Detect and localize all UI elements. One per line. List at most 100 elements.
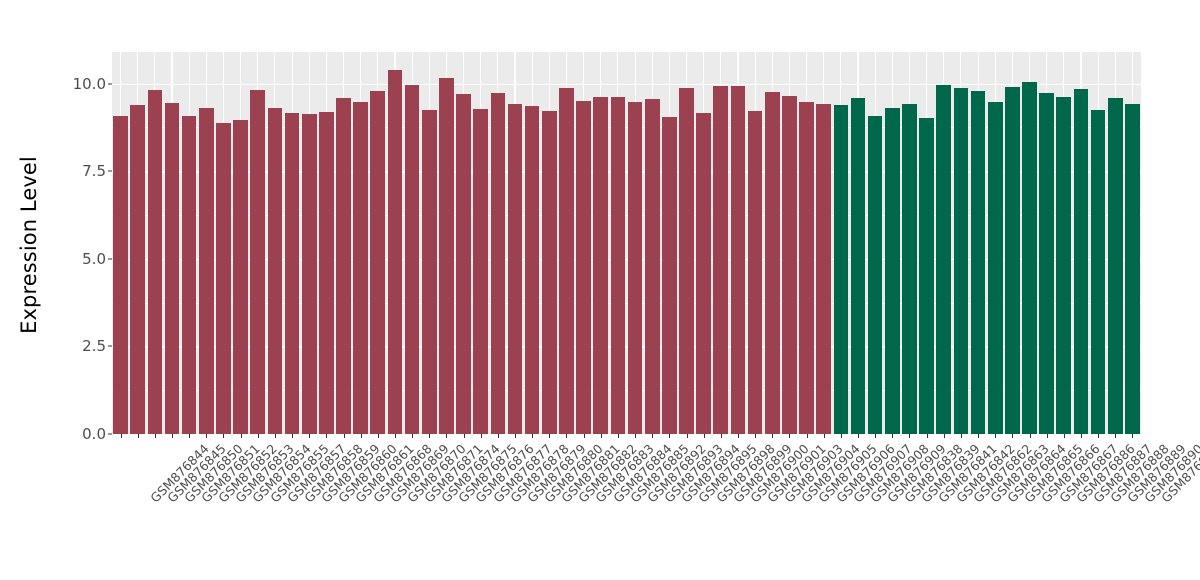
bar[interactable] bbox=[1073, 88, 1089, 434]
bar[interactable] bbox=[198, 108, 214, 434]
y-axis-title-text: Expression Level bbox=[17, 156, 42, 334]
x-tick-mark bbox=[1029, 434, 1031, 438]
plot-panel bbox=[112, 52, 1141, 434]
x-tick-mark bbox=[583, 434, 585, 438]
x-tick-mark bbox=[960, 434, 962, 438]
bar[interactable] bbox=[1107, 98, 1123, 434]
y-axis-title: Expression Level bbox=[0, 0, 58, 490]
bar[interactable] bbox=[833, 104, 849, 434]
x-tick-mark bbox=[394, 434, 396, 438]
x-tick-mark bbox=[377, 434, 379, 438]
bar[interactable] bbox=[147, 89, 163, 434]
x-tick-mark bbox=[274, 434, 276, 438]
x-tick-mark bbox=[995, 434, 997, 438]
bar[interactable] bbox=[301, 113, 317, 434]
x-tick-mark bbox=[703, 434, 705, 438]
bar[interactable] bbox=[970, 91, 986, 434]
bar[interactable] bbox=[902, 103, 917, 434]
bar[interactable] bbox=[541, 110, 557, 434]
y-axis: 0.0 2.5 5.0 7.5 10.0 bbox=[58, 0, 112, 580]
bar[interactable] bbox=[919, 117, 934, 434]
bar[interactable] bbox=[370, 90, 386, 434]
bar[interactable] bbox=[987, 102, 1003, 434]
x-tick-mark bbox=[292, 434, 294, 438]
bar[interactable] bbox=[1022, 81, 1037, 434]
bar[interactable] bbox=[747, 110, 763, 434]
bar[interactable] bbox=[353, 101, 368, 434]
bar[interactable] bbox=[1039, 93, 1054, 434]
bar[interactable] bbox=[1125, 103, 1140, 434]
x-tick-mark bbox=[1098, 434, 1100, 438]
y-tick-mark bbox=[108, 258, 112, 260]
bar[interactable] bbox=[593, 96, 609, 434]
x-tick-mark bbox=[720, 434, 722, 438]
y-tick-mark bbox=[108, 83, 112, 85]
x-tick-mark bbox=[1115, 434, 1117, 438]
bar[interactable] bbox=[644, 99, 660, 434]
x-tick-mark bbox=[806, 434, 808, 438]
bar[interactable] bbox=[627, 102, 643, 434]
x-tick-mark bbox=[532, 434, 534, 438]
x-tick-mark bbox=[463, 434, 465, 438]
bar[interactable] bbox=[884, 108, 900, 434]
bar[interactable] bbox=[953, 87, 969, 434]
bar[interactable] bbox=[404, 85, 420, 434]
bar[interactable] bbox=[456, 94, 471, 434]
bar[interactable] bbox=[216, 123, 231, 434]
x-tick-mark bbox=[137, 434, 139, 438]
bar[interactable] bbox=[181, 116, 197, 434]
x-tick-mark bbox=[789, 434, 791, 438]
bar[interactable] bbox=[113, 115, 128, 434]
x-tick-mark bbox=[1080, 434, 1082, 438]
x-tick-mark bbox=[497, 434, 499, 438]
bar[interactable] bbox=[284, 112, 300, 434]
bar[interactable] bbox=[936, 84, 952, 434]
gridline-minor-horizontal bbox=[112, 127, 1141, 129]
bar[interactable] bbox=[679, 88, 694, 434]
bar[interactable] bbox=[764, 92, 780, 434]
x-tick-mark bbox=[926, 434, 928, 438]
bar[interactable] bbox=[850, 98, 866, 434]
bar[interactable] bbox=[799, 101, 814, 434]
bar[interactable] bbox=[610, 96, 626, 434]
x-tick-mark bbox=[1063, 434, 1065, 438]
x-axis: GSM876844 GSM876845 GSM876850 GSM876851 GSM8… bbox=[112, 434, 1200, 580]
bar[interactable] bbox=[233, 119, 248, 434]
bar[interactable] bbox=[164, 102, 180, 434]
x-tick-mark bbox=[840, 434, 842, 438]
x-tick-mark bbox=[1012, 434, 1014, 438]
x-tick-mark bbox=[412, 434, 414, 438]
bar[interactable] bbox=[696, 112, 711, 434]
x-tick-mark bbox=[172, 434, 174, 438]
bar[interactable] bbox=[1005, 87, 1020, 434]
x-tick-mark bbox=[515, 434, 517, 438]
bar[interactable] bbox=[336, 97, 351, 434]
bar[interactable] bbox=[250, 89, 266, 434]
bar[interactable] bbox=[1090, 109, 1106, 434]
bar[interactable] bbox=[387, 69, 403, 434]
bar[interactable] bbox=[507, 103, 523, 434]
bar[interactable] bbox=[576, 101, 591, 434]
bar[interactable] bbox=[816, 103, 832, 434]
y-axis-tick-label: 7.5 bbox=[82, 162, 106, 181]
x-tick-mark bbox=[240, 434, 242, 438]
x-tick-mark bbox=[120, 434, 122, 438]
x-tick-mark bbox=[189, 434, 191, 438]
bar[interactable] bbox=[1056, 96, 1072, 434]
bar[interactable] bbox=[559, 87, 574, 434]
bar[interactable] bbox=[130, 105, 146, 434]
bar[interactable] bbox=[421, 109, 437, 434]
bar[interactable] bbox=[662, 116, 677, 434]
bar[interactable] bbox=[439, 78, 454, 434]
bar[interactable] bbox=[473, 109, 489, 434]
bar[interactable] bbox=[319, 112, 334, 434]
bar[interactable] bbox=[490, 93, 506, 434]
bar[interactable] bbox=[730, 86, 746, 434]
bar[interactable] bbox=[713, 86, 729, 434]
bar[interactable] bbox=[782, 95, 797, 434]
bar[interactable] bbox=[867, 116, 883, 434]
y-axis-tick-label: 10.0 bbox=[72, 74, 106, 93]
bar[interactable] bbox=[524, 106, 540, 434]
bar[interactable] bbox=[267, 108, 283, 434]
